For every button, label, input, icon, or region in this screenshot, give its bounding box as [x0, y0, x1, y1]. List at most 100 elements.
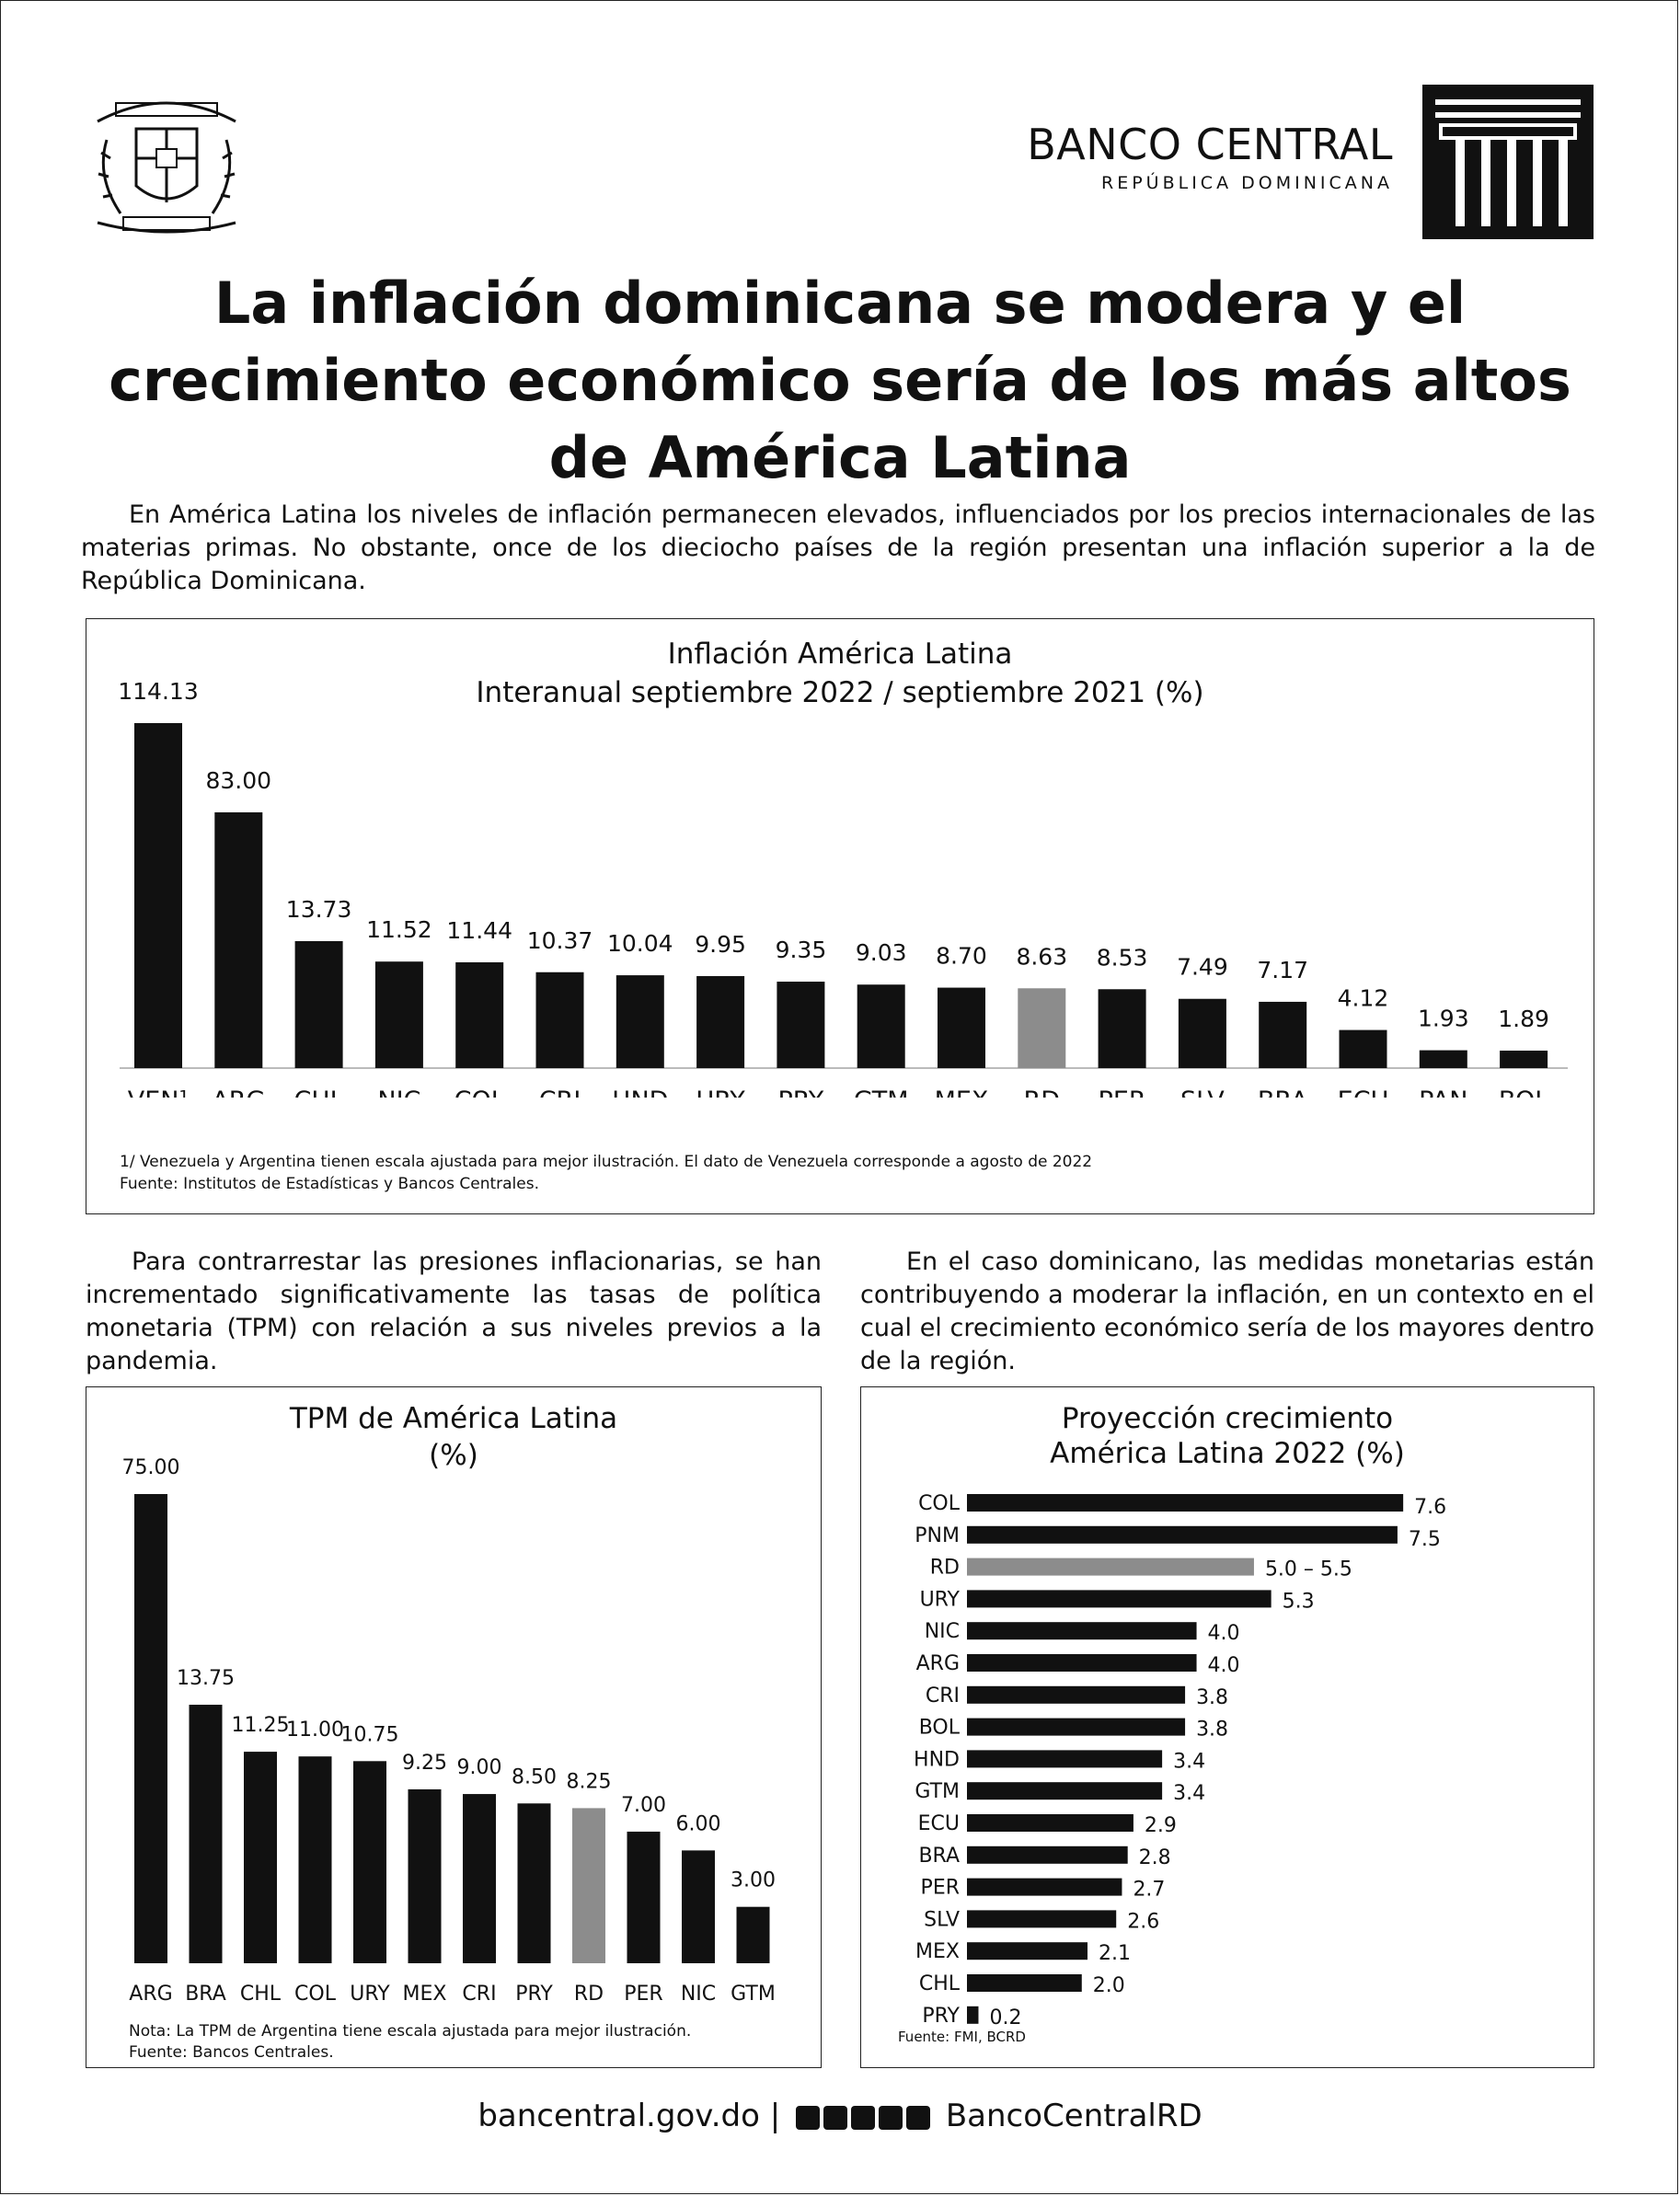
- page-title: La inflación dominicana se modera y el c…: [74, 265, 1606, 497]
- social-icons: [796, 2105, 931, 2130]
- growth-category-label: ECU: [918, 1812, 960, 1835]
- bank-logo-text: BANCO CENTRAL REPÚBLICA DOMINICANA: [1027, 120, 1393, 193]
- tpm-value-label: 9.25: [402, 1752, 447, 1775]
- inflation-bar-ecu: [1339, 1029, 1387, 1068]
- inflation-value-label: 10.04: [607, 930, 673, 957]
- inflation-value-label: 4.12: [1338, 985, 1389, 1012]
- inflation-value-label: 11.52: [366, 916, 432, 943]
- inflation-category-label: BOL: [1499, 1087, 1548, 1098]
- growth-bar-ecu: [967, 1814, 1133, 1832]
- growth-category-label: RD: [930, 1557, 960, 1580]
- facebook-icon[interactable]: [823, 2105, 848, 2130]
- inflation-bar-chart: 114.13 VEN¹ 83.00 ARG 13.73 CHL 11.52 NIC 11.44 C…: [118, 678, 1568, 1098]
- inflation-category-label: CRI: [539, 1087, 581, 1098]
- growth-bar-cri: [967, 1685, 1186, 1704]
- growth-value-label: 3.4: [1173, 1750, 1205, 1773]
- inflation-bar-rd: [1018, 988, 1066, 1068]
- tpm-category-label: ARG: [129, 1983, 172, 2006]
- growth-value-label: 2.8: [1139, 1846, 1171, 1869]
- linkedin-icon[interactable]: [879, 2105, 903, 2130]
- bank-country: REPÚBLICA DOMINICANA: [1101, 173, 1393, 193]
- growth-value-label: 3.8: [1196, 1719, 1228, 1742]
- inflation-value-label: 9.95: [695, 931, 746, 958]
- growth-value-label: 3.8: [1196, 1686, 1228, 1709]
- growth-value-label: 5.3: [1283, 1590, 1315, 1613]
- inflation-bar-per: [1098, 989, 1146, 1068]
- tpm-bar-arg: [134, 1494, 167, 1963]
- tpm-value-label: 10.75: [341, 1723, 399, 1746]
- growth-bar-hnd: [967, 1750, 1163, 1768]
- growth-chart-subtitle: América Latina 2022 (%): [1050, 1437, 1405, 1470]
- inflation-bar-ven: [134, 723, 182, 1068]
- inflation-bar-slv: [1178, 998, 1226, 1068]
- inflation-bar-cri: [535, 972, 584, 1068]
- growth-bar-bra: [967, 1845, 1128, 1864]
- growth-value-label: 7.6: [1414, 1496, 1446, 1519]
- growth-category-label: HND: [914, 1748, 960, 1771]
- growth-bar-rd: [967, 1558, 1254, 1576]
- inflation-category-label: HND: [612, 1087, 668, 1098]
- title-line-2: crecimiento económico sería de los más a…: [109, 347, 1571, 414]
- inflation-value-label: 8.70: [936, 943, 987, 970]
- growth-bar-pnm: [967, 1525, 1398, 1544]
- growth-bar-pry: [967, 2006, 979, 2024]
- growth-chart-source: Fuente: FMI, BCRD: [898, 2029, 1026, 2045]
- inflation-bar-mex: [938, 987, 985, 1068]
- tpm-value-label: 8.25: [567, 1770, 612, 1793]
- growth-value-label: 3.4: [1173, 1782, 1205, 1805]
- website-link[interactable]: bancentral.gov.do: [478, 2098, 760, 2134]
- inflation-category-label: MEX: [935, 1087, 989, 1098]
- growth-chart-title: Proyección crecimiento: [1061, 1402, 1394, 1435]
- coat-of-arms-icon: [97, 101, 236, 234]
- title-line-1: La inflación dominicana se modera y el: [213, 270, 1467, 337]
- tpm-category-label: GTM: [731, 1983, 776, 2006]
- instagram-icon[interactable]: [851, 2105, 876, 2130]
- inflation-value-label: 9.35: [776, 937, 827, 963]
- growth-value-label: 2.6: [1127, 1910, 1159, 1933]
- youtube-icon[interactable]: [906, 2105, 931, 2130]
- inflation-bar-chl: [294, 941, 343, 1068]
- inflation-category-label: URY: [696, 1087, 745, 1098]
- tpm-category-label: CRI: [462, 1983, 496, 2006]
- tpm-paragraph: Para contrarrestar las presiones inflaci…: [86, 1247, 822, 1375]
- inflation-category-label: PAN: [1419, 1087, 1467, 1098]
- growth-value-label: 5.0 – 5.5: [1265, 1558, 1352, 1581]
- inflation-value-label: 7.17: [1257, 957, 1308, 983]
- growth-category-label: CRI: [926, 1684, 960, 1707]
- tpm-bar-per: [627, 1831, 661, 1963]
- growth-paragraph: En el caso dominicano, las medidas monet…: [860, 1247, 1594, 1375]
- growth-chart-panel: Proyección crecimiento América Latina 20…: [860, 1386, 1594, 2068]
- tpm-category-label: BRA: [185, 1983, 226, 2006]
- tpm-value-label: 9.00: [457, 1756, 502, 1779]
- growth-bar-nic: [967, 1622, 1197, 1640]
- tpm-chart-subtitle: (%): [429, 1439, 478, 1472]
- growth-value-label: 4.0: [1208, 1654, 1240, 1677]
- social-handle[interactable]: BancoCentralRD: [945, 2098, 1202, 2134]
- tpm-bar-col: [298, 1756, 332, 1963]
- tpm-chart-panel: TPM de América Latina (%) 75.00 ARG 13.75 B…: [86, 1386, 822, 2068]
- inflation-bar-col: [455, 962, 504, 1068]
- growth-bar-col: [967, 1494, 1404, 1512]
- growth-bar-chl: [967, 1974, 1082, 1992]
- tpm-category-label: RD: [574, 1983, 604, 2006]
- growth-bar-gtm: [967, 1782, 1163, 1800]
- growth-category-label: ARG: [916, 1652, 960, 1675]
- tpm-value-label: 3.00: [731, 1869, 776, 1892]
- title-line-3: de América Latina: [548, 424, 1132, 491]
- tpm-bar-mex: [408, 1788, 442, 1963]
- growth-category-label: PNM: [915, 1524, 960, 1547]
- inflation-value-label: 9.03: [856, 939, 907, 966]
- growth-bar-per: [967, 1878, 1122, 1896]
- tpm-chart-source: Fuente: Bancos Centrales.: [129, 2043, 334, 2062]
- growth-category-label: PRY: [922, 2005, 960, 2028]
- intro-paragraph: En América Latina los niveles de inflaci…: [81, 500, 1595, 595]
- tpm-category-label: CHL: [240, 1983, 282, 2006]
- tpm-category-label: PER: [624, 1983, 662, 2006]
- growth-value-label: 0.2: [989, 2006, 1021, 2029]
- tpm-value-label: 6.00: [676, 1812, 721, 1835]
- inflation-category-label: SLV: [1180, 1087, 1225, 1098]
- growth-value-label: 2.9: [1145, 1814, 1177, 1837]
- twitter-icon[interactable]: [796, 2105, 821, 2130]
- tpm-bar-pry: [517, 1803, 551, 1963]
